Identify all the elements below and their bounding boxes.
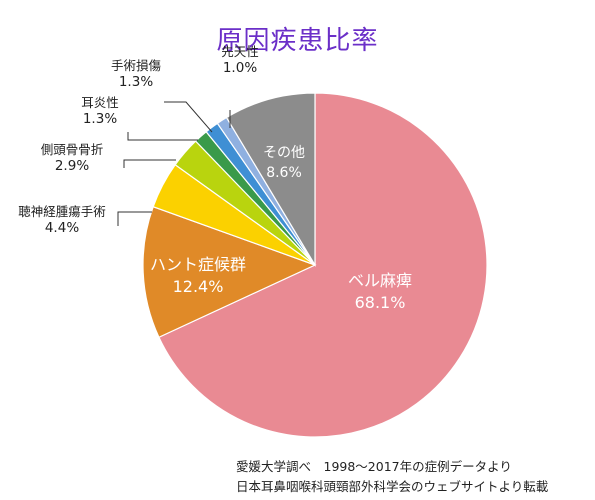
- slice-label-otitis: 耳炎性: [81, 95, 119, 110]
- pie-slice-bell-palsy: [158, 92, 488, 438]
- chart-title: 原因疾患比率: [216, 26, 379, 56]
- slice-label-other: その他: [263, 145, 305, 161]
- leader-line-temporal-bone-fracture: [123, 159, 176, 168]
- source-note-line1: 愛媛大学調べ 1998～2017年の症例データより: [236, 459, 512, 474]
- leader-line-surgical-injury: [164, 101, 213, 133]
- slice-label-surgical-injury: 手術損傷: [111, 58, 162, 73]
- slice-label-acoustic-neuroma-surgery: 聴神経腫瘍手術: [18, 204, 106, 219]
- slice-label-hunt-syndrome: ハント症候群: [150, 255, 246, 274]
- slice-value-acoustic-neuroma-surgery: 4.4%: [45, 220, 79, 236]
- slice-value-otitis: 1.3%: [83, 111, 117, 127]
- slice-value-bell-palsy: 68.1%: [355, 293, 406, 312]
- source-note-line2: 日本耳鼻咽喉科頭頸部外科学会のウェブサイトより転載: [236, 479, 549, 494]
- pie-slice-other: [225, 92, 316, 268]
- slice-value-hunt-syndrome: 12.4%: [173, 277, 224, 296]
- slice-label-congenital: 先天性: [221, 44, 259, 59]
- leader-line-otitis: [127, 132, 198, 141]
- slice-value-surgical-injury: 1.3%: [119, 74, 153, 90]
- slice-value-other: 8.6%: [266, 165, 302, 181]
- slice-label-temporal-bone-fracture: 側頭骨骨折: [41, 142, 104, 157]
- slice-value-temporal-bone-fracture: 2.9%: [55, 158, 89, 174]
- slice-label-bell-palsy: ベル麻痺: [348, 271, 412, 290]
- leader-line-acoustic-neuroma-surgery: [117, 211, 152, 226]
- slice-value-congenital: 1.0%: [223, 60, 257, 76]
- pie-slice-hunt-syndrome: [142, 205, 317, 339]
